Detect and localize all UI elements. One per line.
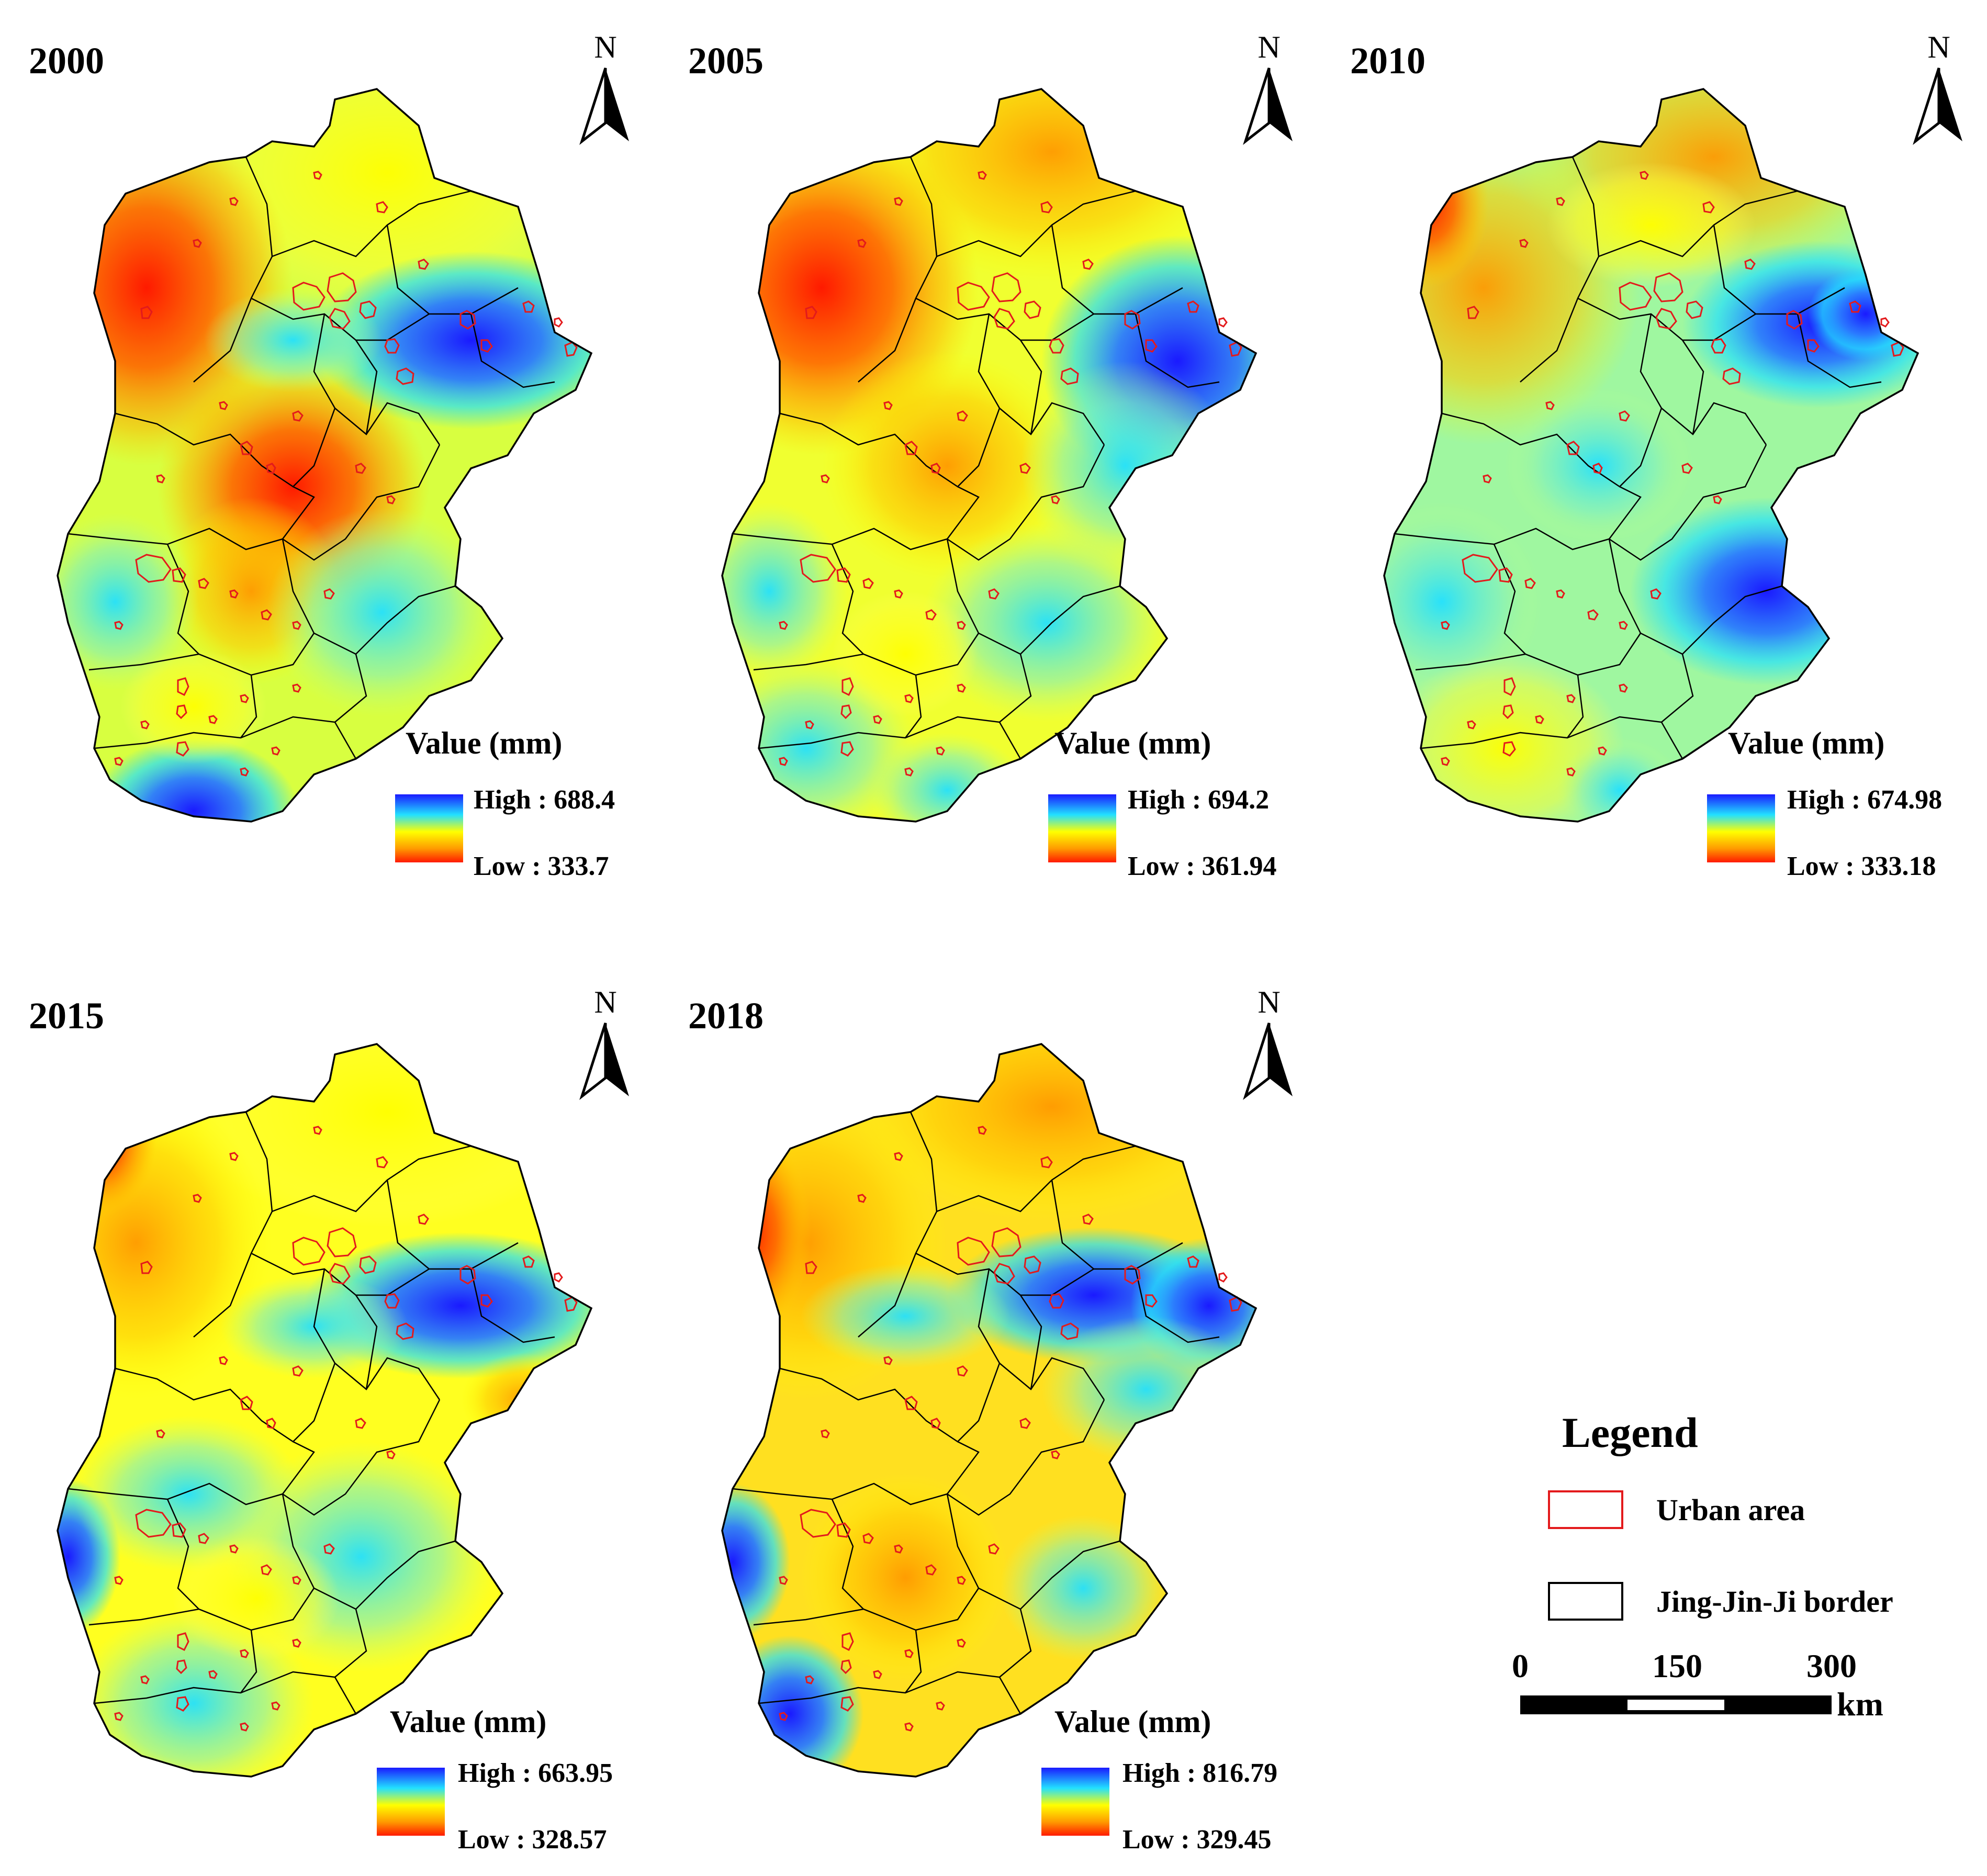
color-ramp xyxy=(1048,794,1116,862)
precipitation-surface xyxy=(58,1044,591,1777)
panel-2005 xyxy=(721,88,1257,823)
north-arrow-2015 xyxy=(582,1023,629,1096)
legend-high-2000: High : 688.4 xyxy=(474,785,615,815)
legend-ramp-2000: Value (mm) High : 688.4 Low : 333.7 xyxy=(395,726,615,881)
scale-tick-0: 0 xyxy=(1512,1647,1529,1684)
legend-high-2010: High : 674.98 xyxy=(1787,785,1942,815)
scale-unit: km xyxy=(1837,1686,1883,1723)
main-legend: Legend Urban area Jing-Jin-Ji border xyxy=(1548,1409,1893,1621)
north-label: N xyxy=(594,30,616,64)
precipitation-surface xyxy=(722,1044,1256,1777)
panel-year-2018: 2018 xyxy=(688,995,764,1037)
legend-ramp-2018: Value (mm) High : 816.79 Low : 329.45 xyxy=(1041,1704,1277,1855)
legend-high-2015: High : 663.95 xyxy=(458,1758,613,1788)
legend-title-2018: Value (mm) xyxy=(1054,1704,1211,1739)
legend-title: Legend xyxy=(1562,1409,1698,1456)
panel-year-2015: 2015 xyxy=(29,995,104,1037)
north-arrow-2000 xyxy=(582,68,629,141)
panel-2018 xyxy=(721,1043,1257,1778)
north-arrow-2005 xyxy=(1245,68,1293,141)
north-label: N xyxy=(594,985,616,1019)
scale-tick-150: 150 xyxy=(1652,1647,1702,1684)
scale-tick-300: 300 xyxy=(1806,1647,1857,1684)
panel-year-2005: 2005 xyxy=(688,40,764,82)
legend-low-2010: Low : 333.18 xyxy=(1787,851,1936,881)
border-swatch xyxy=(1548,1582,1623,1621)
color-ramp xyxy=(377,1768,445,1836)
legend-low-2018: Low : 329.45 xyxy=(1122,1825,1272,1855)
panel-2015 xyxy=(57,1043,592,1778)
legend-high-2005: High : 694.2 xyxy=(1128,785,1269,815)
north-label: N xyxy=(1927,30,1950,64)
north-label: N xyxy=(1258,985,1280,1019)
panel-year-2000: 2000 xyxy=(29,40,104,82)
legend-ramp-2015: Value (mm) High : 663.95 Low : 328.57 xyxy=(377,1704,613,1855)
urban-area-swatch xyxy=(1548,1490,1623,1529)
legend-title-2010: Value (mm) xyxy=(1728,726,1884,760)
color-ramp xyxy=(395,794,463,862)
legend-title-2005: Value (mm) xyxy=(1054,726,1211,760)
legend-ramp-2005: Value (mm) High : 694.2 Low : 361.94 xyxy=(1048,726,1277,881)
legend-low-2005: Low : 361.94 xyxy=(1128,851,1277,881)
legend-ramp-2010: Value (mm) High : 674.98 Low : 333.18 xyxy=(1707,726,1942,881)
north-arrow-2010 xyxy=(1915,68,1962,141)
panel-year-2010: 2010 xyxy=(1350,40,1425,82)
scale-bar-white-segment xyxy=(1627,1700,1724,1710)
north-arrow-2018 xyxy=(1245,1023,1293,1096)
border-label: Jing-Jin-Ji border xyxy=(1656,1585,1893,1619)
legend-title-2015: Value (mm) xyxy=(390,1704,546,1739)
color-ramp xyxy=(1041,1768,1109,1836)
legend-title-2000: Value (mm) xyxy=(406,726,562,760)
legend-low-2000: Low : 333.7 xyxy=(474,851,609,881)
color-ramp xyxy=(1707,794,1775,862)
legend-low-2015: Low : 328.57 xyxy=(458,1825,607,1855)
scale-bar: 0 150 300 km xyxy=(1512,1647,1883,1723)
legend-high-2018: High : 816.79 xyxy=(1122,1758,1277,1788)
urban-area-label: Urban area xyxy=(1656,1493,1805,1527)
north-label: N xyxy=(1258,30,1280,64)
